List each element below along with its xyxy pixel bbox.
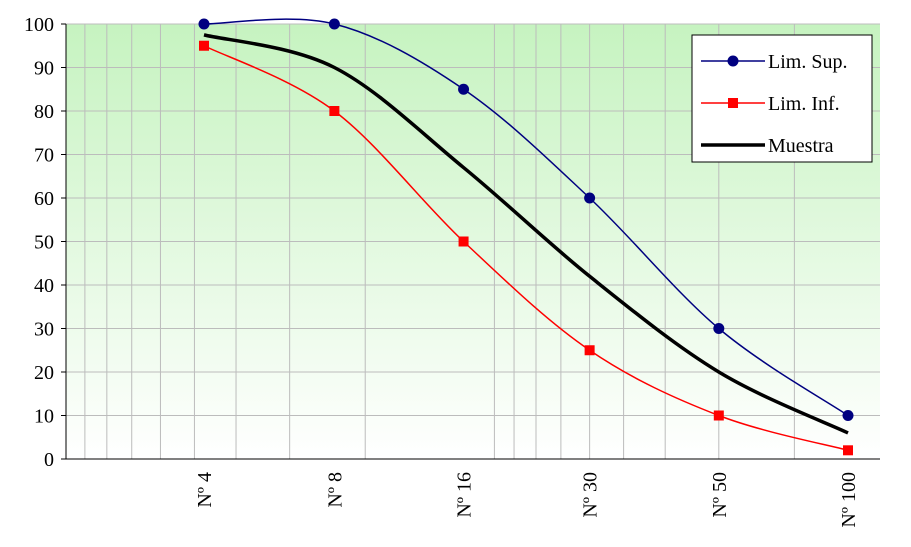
data-point-lim-sup bbox=[713, 323, 725, 334]
data-point-lim-inf bbox=[584, 345, 595, 356]
data-point-lim-sup bbox=[458, 83, 470, 95]
y-tick-label: 20 bbox=[34, 362, 54, 384]
data-point-lim-inf bbox=[458, 236, 469, 247]
y-tick-label: 70 bbox=[34, 145, 54, 167]
data-point-lim-sup bbox=[842, 410, 854, 421]
legend-box bbox=[691, 34, 873, 163]
legend-label-muestra: Muestra bbox=[768, 135, 834, 157]
series-line-lim-inf bbox=[203, 45, 849, 452]
x-tick-label: Nº 8 bbox=[324, 472, 346, 508]
series-line-muestra bbox=[203, 33, 849, 435]
x-tick-label: Nº 16 bbox=[454, 472, 476, 518]
data-point-lim-sup bbox=[328, 18, 340, 30]
y-tick-label: 10 bbox=[34, 406, 54, 428]
y-tick-label: 90 bbox=[34, 58, 54, 80]
y-axis-ticks: 0 10 20 30 40 50 60 70 80 90 100 bbox=[24, 14, 66, 471]
x-tick-label: Nº 50 bbox=[709, 472, 731, 518]
y-tick-label: 60 bbox=[34, 188, 54, 210]
legend-label-lim-sup: Lim. Sup. bbox=[768, 51, 847, 73]
data-point-lim-sup bbox=[584, 192, 596, 204]
x-tick-label: Nº 100 bbox=[838, 472, 860, 528]
y-tick-label: 0 bbox=[44, 449, 54, 471]
data-point-lim-inf bbox=[199, 40, 209, 51]
series-line-lim-sup bbox=[203, 18, 849, 417]
x-axis-ticks: Nº 4 Nº 8 Nº 16 Nº 30 Nº 50 Nº 100 bbox=[194, 472, 860, 528]
legend-label-lim-inf: Lim. Inf. bbox=[768, 93, 840, 115]
series-layer bbox=[198, 18, 854, 456]
legend-marker-lim-sup bbox=[727, 55, 739, 67]
data-point-lim-inf bbox=[713, 410, 724, 421]
y-tick-label: 80 bbox=[34, 101, 54, 123]
x-tick-label: Nº 30 bbox=[580, 472, 602, 518]
data-point-lim-inf bbox=[329, 106, 340, 116]
x-tick-label: Nº 4 bbox=[194, 472, 216, 508]
legend-marker-lim-inf bbox=[728, 98, 738, 108]
data-point-lim-inf bbox=[843, 445, 853, 456]
data-point-lim-sup bbox=[198, 18, 210, 30]
y-tick-label: 30 bbox=[34, 319, 54, 341]
y-tick-label: 40 bbox=[34, 275, 54, 297]
y-tick-label: 50 bbox=[34, 232, 54, 254]
y-tick-label: 100 bbox=[24, 14, 54, 36]
legend: Lim. Sup. Lim. Inf. Muestra bbox=[691, 34, 873, 163]
